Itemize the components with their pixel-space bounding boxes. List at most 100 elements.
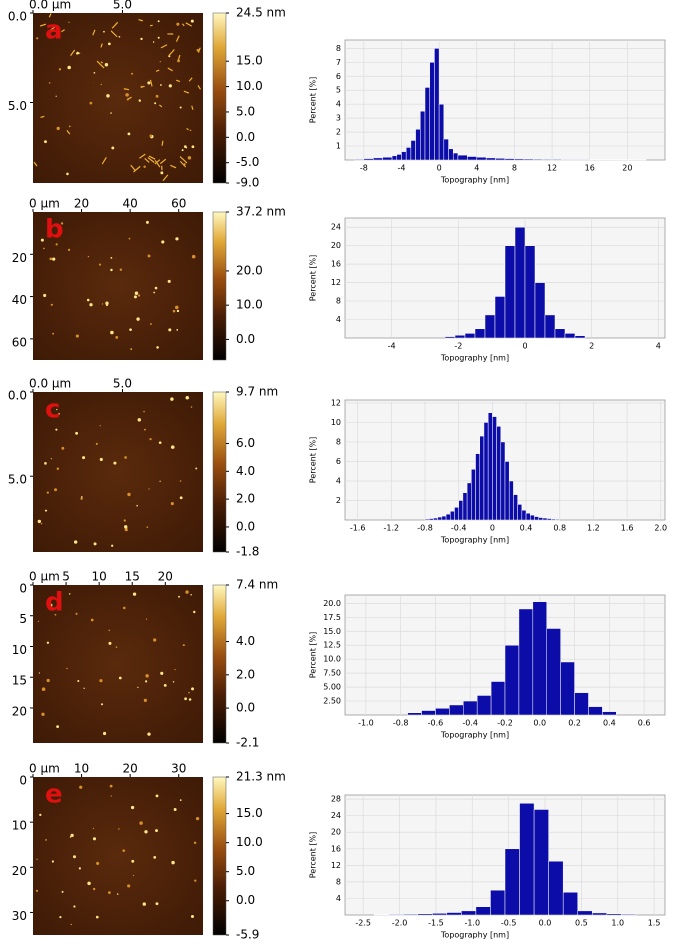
bar <box>452 152 459 161</box>
colorbar-tick-label: 4.0 <box>236 464 255 478</box>
afm-speck <box>131 859 135 863</box>
bar <box>471 469 476 521</box>
afm-speck <box>193 610 196 614</box>
afm-fibril <box>66 130 71 135</box>
x-tick-label: 20 <box>622 164 632 173</box>
afm-fibril <box>179 160 187 168</box>
y-tick-label: 8 <box>336 297 341 306</box>
afm-speck <box>178 595 180 598</box>
afm-speck <box>110 256 113 259</box>
bar <box>504 644 520 716</box>
colorbar-tick-label: 2.0 <box>236 667 255 681</box>
afm-speck <box>82 456 86 460</box>
afm-speck <box>172 309 176 313</box>
bar <box>514 158 525 161</box>
bar <box>504 158 515 161</box>
afm-speck <box>143 165 146 168</box>
afm-speck <box>43 247 45 250</box>
y-tick-label: 7.50 <box>323 669 341 678</box>
afm-speck <box>110 268 113 272</box>
afm-fibril <box>130 164 136 171</box>
afm-speck <box>40 523 43 525</box>
afm-speck <box>170 445 175 449</box>
colorbar <box>212 776 227 936</box>
y-tick-label: 8 <box>336 437 341 446</box>
y-tick-label: 8 <box>336 877 341 886</box>
bar <box>445 513 451 521</box>
bar <box>517 504 523 521</box>
afm-speck <box>154 286 158 290</box>
afm-image <box>33 392 203 552</box>
afm-speck <box>191 687 195 691</box>
afm-speck <box>77 680 80 683</box>
afm-speck <box>137 686 139 688</box>
afm-speck <box>79 785 83 789</box>
colorbar-tick-label: -9.0 <box>236 176 259 190</box>
y-tick-label: 15 <box>12 674 27 688</box>
afm-speck <box>182 644 185 647</box>
bar <box>524 245 536 339</box>
y-tick-label: 1 <box>336 142 341 151</box>
afm-speck <box>190 914 194 919</box>
y-tick-label: 24 <box>331 811 341 820</box>
y-tick-label: 20 <box>331 241 341 250</box>
bar <box>484 314 496 339</box>
bar <box>476 695 492 716</box>
bar <box>504 245 516 339</box>
afm-speck <box>146 526 149 528</box>
afm-speck <box>190 594 192 596</box>
afm-speck <box>185 395 189 400</box>
afm-speck <box>155 794 159 798</box>
bar <box>450 510 455 521</box>
bar <box>606 913 622 916</box>
afm-speck <box>44 462 47 465</box>
afm-speck <box>188 691 190 694</box>
afm-fibril <box>110 30 118 38</box>
afm-speck <box>99 679 103 683</box>
y-tick-label: 16 <box>331 844 341 853</box>
afm-fibril <box>96 60 105 69</box>
x-tick-label: 0.4 <box>520 524 533 533</box>
afm-fibril <box>111 21 119 29</box>
colorbar-tick-label: 0.0 <box>236 701 255 715</box>
x-tick-label: -0.5 <box>501 919 517 928</box>
bar <box>574 335 586 339</box>
y-axis-label: Percent [%] <box>309 832 318 879</box>
afm-speck <box>111 146 115 150</box>
x-tick-label: -2.0 <box>392 919 408 928</box>
x-tick-label: 0.0 µm <box>29 0 71 12</box>
colorbar-tick-label: 15.0 <box>236 54 263 68</box>
afm-fibril <box>170 164 177 169</box>
afm-speck <box>55 95 57 97</box>
bar <box>548 860 564 916</box>
plot-area <box>344 39 666 161</box>
bar <box>560 661 575 716</box>
x-tick-label: -4 <box>388 342 396 351</box>
afm-fibril <box>186 128 189 131</box>
afm-speck <box>163 683 167 687</box>
afm-speck <box>177 59 180 63</box>
bar <box>551 159 562 161</box>
bar <box>592 912 608 916</box>
afm-speck <box>175 305 179 310</box>
colorbar-tick-label: 0.0 <box>236 130 255 144</box>
afm-speck <box>148 488 150 490</box>
bar <box>396 154 402 161</box>
afm-speck <box>155 902 159 906</box>
afm-speck <box>154 102 157 105</box>
afm-fibril <box>179 156 188 164</box>
y-tick-label: 0 <box>19 582 27 596</box>
afm-speck <box>137 418 142 422</box>
y-tick-label: 20 <box>12 864 27 878</box>
afm-speck <box>195 817 200 821</box>
x-tick-label: 0 <box>522 342 527 351</box>
afm-speck <box>48 82 51 84</box>
x-axis-label: Topography [nm] <box>440 931 509 940</box>
afm-speck <box>124 456 127 459</box>
y-tick-label: 15.0 <box>323 627 341 636</box>
afm-speck <box>143 85 145 88</box>
afm-speck <box>196 48 200 52</box>
bar <box>551 518 556 521</box>
afm-speck <box>50 457 53 460</box>
x-tick-label: 16 <box>585 164 595 173</box>
